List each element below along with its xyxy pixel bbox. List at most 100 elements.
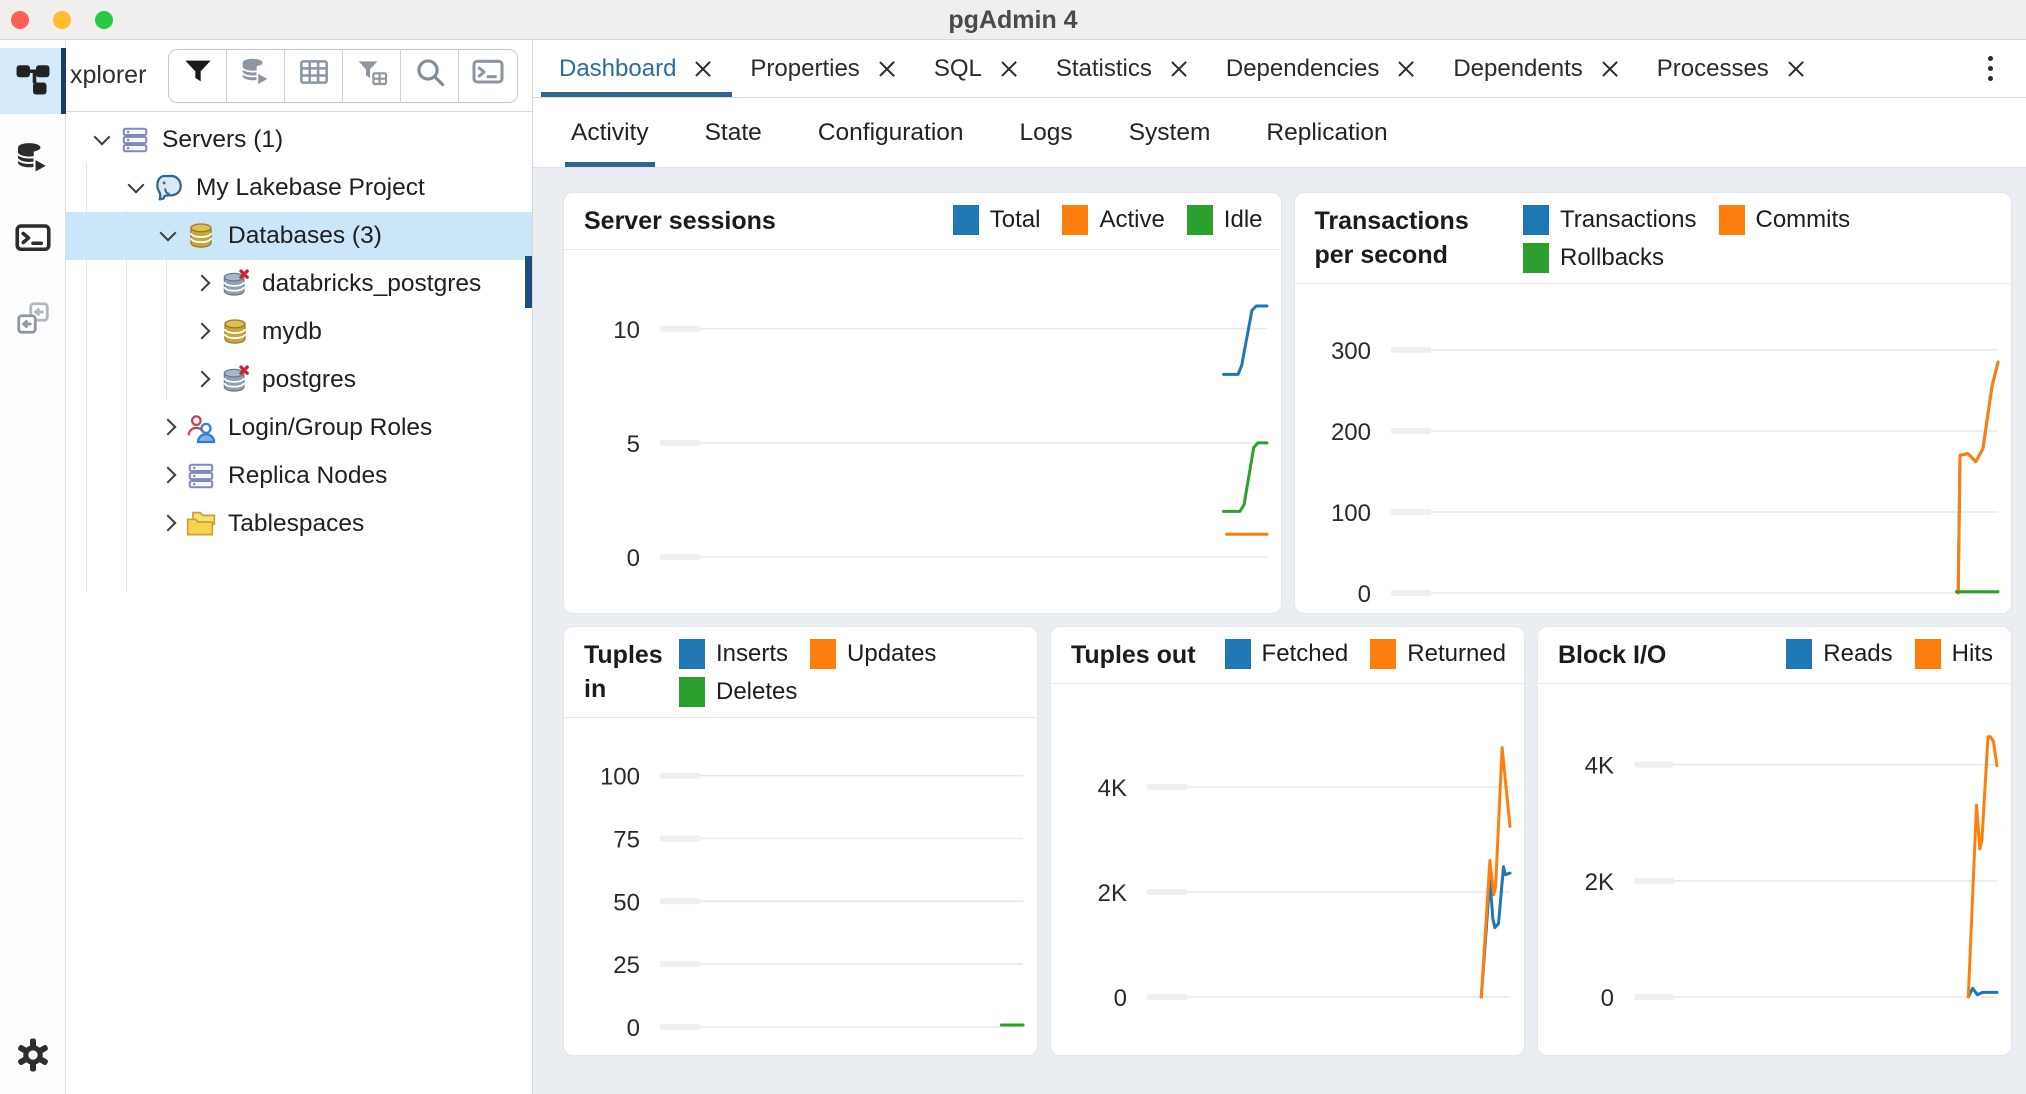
subtab-label: System bbox=[1128, 118, 1211, 146]
object-explorer-tree: Servers (1) My Lakebase Project Database… bbox=[66, 112, 532, 592]
filter-button[interactable] bbox=[169, 49, 228, 102]
tab-sql[interactable]: SQL bbox=[916, 40, 1038, 97]
macos-titlebar: pgAdmin 4 bbox=[0, 0, 2026, 40]
subtab-label: State bbox=[704, 118, 762, 146]
chevron-right-icon[interactable] bbox=[193, 274, 211, 292]
subtab-logs[interactable]: Logs bbox=[1014, 98, 1079, 167]
activity-item-query-tool[interactable] bbox=[0, 128, 66, 194]
search-objects-button[interactable] bbox=[401, 49, 460, 102]
chevron-down-icon[interactable] bbox=[93, 128, 111, 146]
tuples-out-chart: 0 2K 4K bbox=[1051, 684, 1524, 1055]
servers-icon bbox=[184, 461, 218, 491]
svg-text:2K: 2K bbox=[1585, 869, 1614, 896]
chevron-right-icon[interactable] bbox=[159, 466, 177, 484]
chart-title: Tuples in bbox=[584, 641, 663, 703]
svg-text:0: 0 bbox=[627, 1015, 640, 1042]
object-explorer-icon bbox=[15, 60, 51, 103]
close-tab-icon[interactable] bbox=[1599, 58, 1621, 80]
legend-swatch bbox=[1786, 639, 1813, 669]
psql-tool-button[interactable] bbox=[459, 50, 517, 102]
filtered-rows-button[interactable] bbox=[343, 49, 402, 102]
tree-item-tablespaces[interactable]: Tablespaces bbox=[66, 500, 532, 548]
filter-table-icon bbox=[356, 56, 388, 95]
chart-title: Transactions per second bbox=[1314, 207, 1469, 269]
subtab-system[interactable]: System bbox=[1123, 98, 1217, 167]
tree-item-label: mydb bbox=[262, 318, 322, 345]
minimize-window-button[interactable] bbox=[53, 11, 71, 29]
close-tab-icon[interactable] bbox=[998, 58, 1020, 80]
legend-item: Updates bbox=[810, 639, 936, 669]
tree-item-databases[interactable]: Databases (3) bbox=[66, 212, 532, 260]
subtab-state[interactable]: State bbox=[699, 98, 768, 167]
tab-label: SQL bbox=[933, 54, 982, 82]
tree-item-databricks-postgres[interactable]: databricks_postgres bbox=[66, 260, 532, 308]
legend-swatch bbox=[1186, 205, 1213, 235]
tree-item-login-group-roles[interactable]: Login/Group Roles bbox=[66, 404, 532, 452]
zoom-window-button[interactable] bbox=[95, 11, 113, 29]
tab-dashboard[interactable]: Dashboard bbox=[541, 40, 732, 97]
close-tab-icon[interactable] bbox=[876, 58, 898, 80]
tree-item-replica-nodes[interactable]: Replica Nodes bbox=[66, 452, 532, 500]
close-tab-icon[interactable] bbox=[1785, 58, 1807, 80]
subtab-activity[interactable]: Activity bbox=[565, 98, 655, 167]
chart-card-tuples-in: Tuples in Inserts Updates Deletes 0 25 50 7… bbox=[563, 626, 1038, 1056]
tab-processes[interactable]: Processes bbox=[1639, 40, 1825, 97]
query-tool-icon bbox=[240, 56, 272, 95]
subtab-replication[interactable]: Replication bbox=[1260, 98, 1393, 167]
chevron-down-icon[interactable] bbox=[159, 224, 177, 242]
filter-icon bbox=[182, 56, 214, 95]
chart-legend: Transactions Commits Rollbacks bbox=[1523, 205, 1993, 273]
legend-swatch bbox=[952, 205, 979, 235]
chart-title: Block I/O bbox=[1558, 641, 1667, 669]
chart-card-tuples-out: Tuples out Fetched Returned 0 2K 4K bbox=[1050, 626, 1525, 1056]
window-controls bbox=[11, 11, 113, 29]
tree-item-label: Databases (3) bbox=[228, 222, 382, 249]
server-sessions-chart: 0 5 10 bbox=[564, 250, 1281, 613]
chart-legend: Fetched Returned bbox=[1224, 639, 1506, 669]
chevron-right-icon[interactable] bbox=[159, 418, 177, 436]
tree-item-server-my-lakebase-project[interactable]: My Lakebase Project bbox=[66, 164, 532, 212]
svg-text:4K: 4K bbox=[1585, 752, 1614, 779]
tab-label: Processes bbox=[1656, 54, 1769, 82]
database-disconnected-icon bbox=[218, 365, 252, 395]
subtab-configuration[interactable]: Configuration bbox=[812, 98, 970, 167]
chart-legend: Total Active Idle bbox=[952, 205, 1263, 235]
tab-dependents[interactable]: Dependents bbox=[1435, 40, 1638, 97]
close-tab-icon[interactable] bbox=[1168, 58, 1190, 80]
dashboard-subtabs: Activity State Configuration Logs System… bbox=[533, 98, 2026, 168]
scrollbar-thumb[interactable] bbox=[525, 256, 532, 308]
close-window-button[interactable] bbox=[11, 11, 29, 29]
tree-item-servers[interactable]: Servers (1) bbox=[66, 116, 532, 164]
tree-indent-guide bbox=[86, 162, 87, 592]
block-io-chart: 0 2K 4K bbox=[1538, 684, 2011, 1055]
tab-label: Statistics bbox=[1055, 54, 1152, 82]
tab-properties[interactable]: Properties bbox=[732, 40, 915, 97]
query-tool-button[interactable] bbox=[227, 49, 286, 102]
legend-swatch bbox=[1523, 243, 1549, 273]
legend-item: Fetched bbox=[1224, 639, 1348, 669]
chevron-right-icon[interactable] bbox=[193, 370, 211, 388]
close-tab-icon[interactable] bbox=[692, 58, 714, 80]
svg-text:0: 0 bbox=[1114, 985, 1127, 1012]
tree-item-label: postgres bbox=[262, 366, 356, 393]
svg-text:300: 300 bbox=[1330, 338, 1370, 365]
tab-statistics[interactable]: Statistics bbox=[1038, 40, 1208, 97]
legend-item: Returned bbox=[1370, 639, 1506, 669]
activity-item-psql-tool[interactable] bbox=[0, 208, 66, 274]
activity-item-preferences[interactable] bbox=[0, 1037, 66, 1080]
svg-text:10: 10 bbox=[613, 317, 640, 344]
query-tool-icon bbox=[15, 140, 51, 183]
tree-item-postgres[interactable]: postgres bbox=[66, 356, 532, 404]
tree-item-mydb[interactable]: mydb bbox=[66, 308, 532, 356]
chevron-right-icon[interactable] bbox=[193, 322, 211, 340]
view-data-button[interactable] bbox=[285, 49, 344, 102]
legend-item: Rollbacks bbox=[1523, 243, 1664, 273]
activity-item-object-explorer[interactable] bbox=[0, 48, 66, 114]
activity-item-schema-diff[interactable] bbox=[0, 288, 66, 354]
tab-dependencies[interactable]: Dependencies bbox=[1208, 40, 1435, 97]
close-tab-icon[interactable] bbox=[1395, 58, 1417, 80]
tab-overflow-menu-icon[interactable] bbox=[1970, 40, 2010, 97]
svg-text:0: 0 bbox=[1601, 985, 1614, 1012]
chevron-down-icon[interactable] bbox=[127, 176, 145, 194]
chevron-right-icon[interactable] bbox=[159, 514, 177, 532]
